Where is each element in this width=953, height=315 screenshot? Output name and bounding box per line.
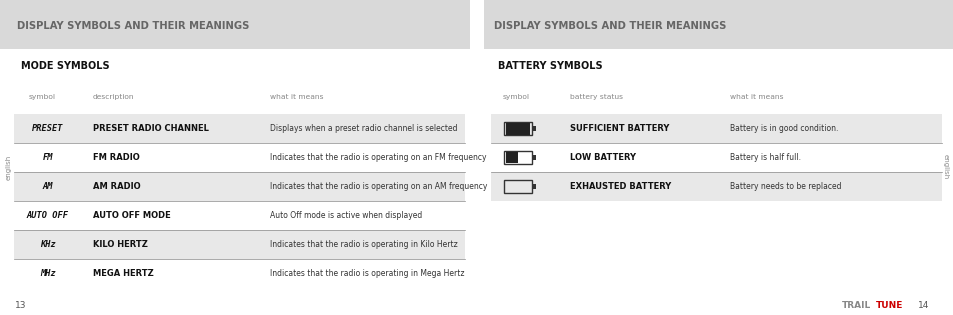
Text: BATTERY SYMBOLS: BATTERY SYMBOLS: [497, 61, 602, 71]
Text: TUNE: TUNE: [875, 301, 902, 310]
Text: Displays when a preset radio channel is selected: Displays when a preset radio channel is …: [270, 124, 457, 133]
Text: 14: 14: [917, 301, 928, 310]
Text: FM: FM: [42, 153, 53, 162]
Text: battery status: battery status: [569, 94, 622, 100]
Bar: [532, 126, 536, 131]
Text: FM RADIO: FM RADIO: [92, 153, 139, 162]
Bar: [503, 122, 532, 135]
Text: AUTO OFF: AUTO OFF: [27, 211, 69, 220]
Text: Battery is half full.: Battery is half full.: [729, 153, 800, 162]
Bar: [503, 180, 532, 193]
Bar: [505, 123, 530, 135]
Text: LOW BATTERY: LOW BATTERY: [569, 153, 635, 162]
Bar: [503, 151, 532, 164]
Bar: [483, 0, 953, 49]
Text: DISPLAY SYMBOLS AND THEIR MEANINGS: DISPLAY SYMBOLS AND THEIR MEANINGS: [17, 21, 250, 31]
Text: symbol: symbol: [29, 94, 55, 100]
Text: symbol: symbol: [502, 94, 529, 100]
Text: AM: AM: [42, 182, 53, 191]
Text: MODE SYMBOLS: MODE SYMBOLS: [21, 61, 110, 71]
Text: TRAIL: TRAIL: [841, 301, 870, 310]
Text: english: english: [942, 154, 947, 180]
Bar: [532, 184, 536, 189]
Text: english: english: [6, 154, 11, 180]
Text: EXHAUSTED BATTERY: EXHAUSTED BATTERY: [569, 182, 670, 191]
Bar: [491, 172, 941, 201]
Bar: [14, 230, 464, 259]
Text: KILO HERTZ: KILO HERTZ: [92, 240, 148, 249]
Bar: [505, 152, 517, 163]
Text: Indicates that the radio is operating on an AM frequency: Indicates that the radio is operating on…: [270, 182, 487, 191]
Text: 13: 13: [15, 301, 27, 310]
Bar: [491, 114, 941, 143]
Text: what it means: what it means: [270, 94, 323, 100]
Text: PRESET: PRESET: [31, 124, 64, 133]
Text: Auto Off mode is active when displayed: Auto Off mode is active when displayed: [270, 211, 422, 220]
Text: Indicates that the radio is operating in Kilo Hertz: Indicates that the radio is operating in…: [270, 240, 457, 249]
Text: MHz: MHz: [40, 269, 55, 278]
Text: description: description: [92, 94, 134, 100]
Bar: [532, 155, 536, 160]
Text: DISPLAY SYMBOLS AND THEIR MEANINGS: DISPLAY SYMBOLS AND THEIR MEANINGS: [494, 21, 726, 31]
Text: AM RADIO: AM RADIO: [92, 182, 140, 191]
Text: PRESET RADIO CHANNEL: PRESET RADIO CHANNEL: [92, 124, 208, 133]
Text: Indicates that the radio is operating in Mega Hertz: Indicates that the radio is operating in…: [270, 269, 464, 278]
Bar: [14, 172, 464, 201]
Text: Indicates that the radio is operating on an FM frequency: Indicates that the radio is operating on…: [270, 153, 486, 162]
Text: KHz: KHz: [40, 240, 55, 249]
Text: Battery needs to be replaced: Battery needs to be replaced: [729, 182, 841, 191]
Text: what it means: what it means: [729, 94, 782, 100]
Bar: [0, 0, 470, 49]
Text: MEGA HERTZ: MEGA HERTZ: [92, 269, 153, 278]
Text: AUTO OFF MODE: AUTO OFF MODE: [92, 211, 170, 220]
Text: SUFFICIENT BATTERY: SUFFICIENT BATTERY: [569, 124, 668, 133]
Text: Battery is in good condition.: Battery is in good condition.: [729, 124, 838, 133]
Bar: [14, 114, 464, 143]
